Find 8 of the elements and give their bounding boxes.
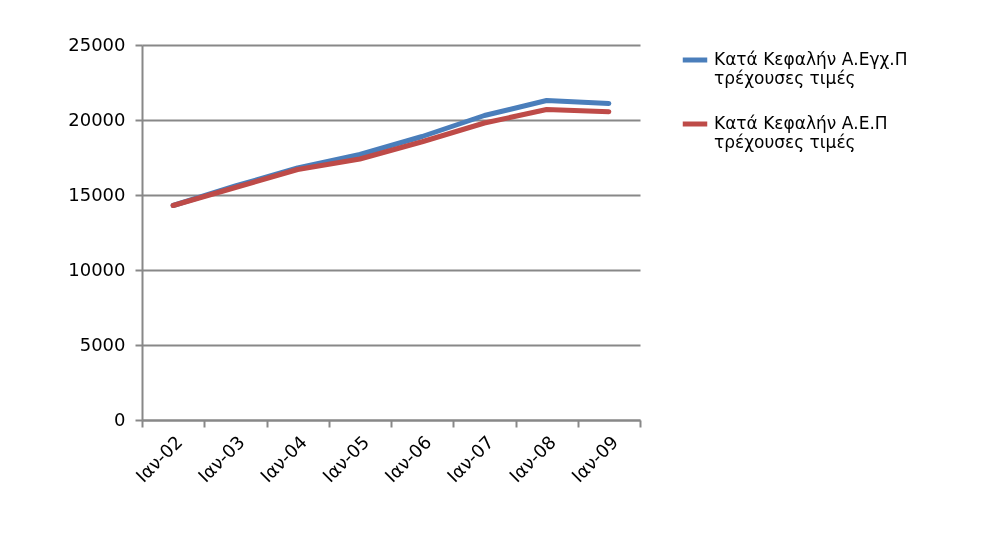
y-tick-label: 25000 (68, 33, 126, 55)
legend-label: Κατά Κεφαλήν Α.Ε.Π τρέχουσες τιμές (714, 113, 888, 152)
y-tick-label: 5000 (79, 333, 126, 355)
legend-label: Κατά Κεφαλήν Α.Εγχ.Π τρέχουσες τιμές (714, 49, 908, 88)
y-tick-label: 10000 (68, 258, 126, 280)
y-tick-label: 20000 (68, 108, 126, 130)
y-tick-label: 15000 (68, 183, 126, 205)
y-tick-label: 0 (114, 408, 126, 430)
